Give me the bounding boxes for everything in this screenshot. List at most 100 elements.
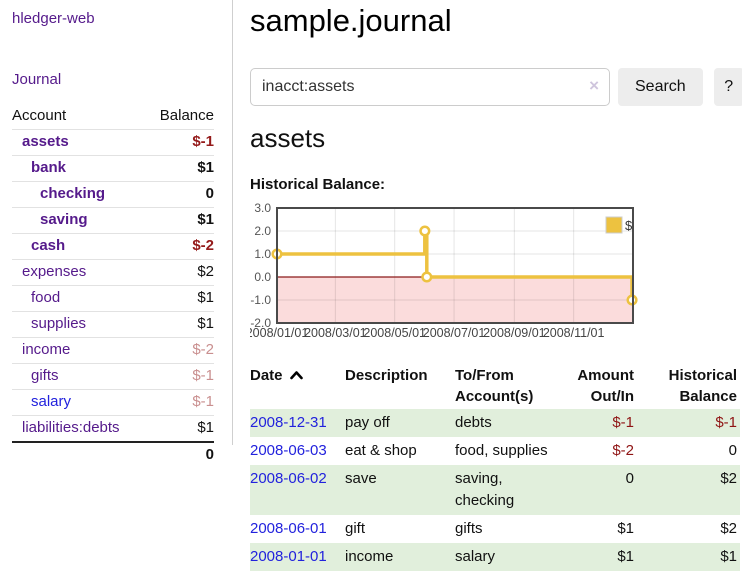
transaction-amount: $-2 bbox=[612, 442, 634, 459]
search-form: × Search ? bbox=[250, 68, 742, 106]
register-row: 2008-06-03 eat & shop food, supplies $-2 0 bbox=[250, 437, 740, 465]
register-column-date[interactable]: Date bbox=[250, 363, 345, 409]
sidebar-account-expenses: expenses $2 bbox=[12, 259, 214, 285]
transaction-balance: $2 bbox=[720, 520, 737, 537]
account-balance: $2 bbox=[197, 263, 214, 280]
account-link[interactable]: assets bbox=[22, 133, 69, 150]
transaction-date-link[interactable]: 2008-01-01 bbox=[250, 548, 327, 565]
sidebar-account-supplies: supplies $1 bbox=[12, 311, 214, 337]
account-link[interactable]: liabilities:debts bbox=[22, 419, 120, 436]
transaction-date-link[interactable]: 2008-12-31 bbox=[250, 414, 327, 431]
register-row: 2008-01-01 income salary $1 $1 bbox=[250, 543, 740, 571]
app-brand-link[interactable]: hledger-web bbox=[12, 10, 95, 27]
transaction-date-link[interactable]: 2008-06-03 bbox=[250, 442, 327, 459]
account-link[interactable]: cash bbox=[31, 237, 66, 254]
help-button[interactable]: ? bbox=[713, 68, 742, 106]
sidebar: hledger-web Journal Account Balance asse… bbox=[0, 0, 233, 463]
transaction-amount: $1 bbox=[617, 520, 634, 537]
chart-negative-region bbox=[277, 277, 633, 323]
register-header-row: Date Description To/From Account(s) Amount Ou… bbox=[250, 363, 740, 409]
column-label-line2: Balance bbox=[679, 388, 737, 405]
register-table: Date Description To/From Account(s) Amount Ou… bbox=[250, 363, 740, 571]
account-link[interactable]: income bbox=[22, 341, 71, 358]
register-column-description: Description bbox=[345, 363, 455, 409]
accounts-rows: assets $-1 bank $1 checking 0 saving $1 cash $-2 e… bbox=[12, 129, 214, 441]
transaction-accounts: salary bbox=[455, 548, 496, 565]
column-label: Date bbox=[250, 367, 283, 384]
account-heading: assets bbox=[250, 123, 326, 153]
page-title: sample.journal bbox=[250, 3, 452, 38]
account-link[interactable]: supplies bbox=[31, 315, 87, 332]
transaction-accounts: debts bbox=[455, 414, 492, 431]
account-balance: $-1 bbox=[192, 133, 214, 150]
main-content: sample.journal × Search ? assets Histori… bbox=[250, 0, 742, 582]
column-label-line2: Account(s) bbox=[455, 388, 534, 405]
register-column-tofrom: To/From Account(s) bbox=[455, 363, 567, 409]
sidebar-account-saving: saving $1 bbox=[12, 207, 214, 233]
transaction-description: pay off bbox=[345, 414, 390, 431]
search-input[interactable] bbox=[250, 68, 610, 106]
transaction-date-link[interactable]: 2008-06-01 bbox=[250, 520, 327, 537]
transaction-description: eat & shop bbox=[345, 442, 417, 459]
transaction-description: income bbox=[345, 548, 394, 565]
chart-x-tick-label: 2008/09/01 bbox=[483, 326, 546, 340]
sidebar-account-cash: cash $-2 bbox=[12, 233, 214, 259]
transaction-amount: 0 bbox=[625, 470, 634, 487]
chart-y-tick-label: 3.0 bbox=[254, 201, 271, 215]
transaction-balance: $2 bbox=[720, 470, 737, 487]
account-link[interactable]: gifts bbox=[31, 367, 59, 384]
accounts-table-header: Account Balance bbox=[12, 104, 214, 129]
accounts-column-account: Account bbox=[12, 107, 67, 124]
clear-search-icon[interactable]: × bbox=[589, 76, 599, 95]
accounts-table: Account Balance assets $-1 bank $1 checking 0… bbox=[12, 104, 214, 468]
transaction-description: save bbox=[345, 470, 377, 487]
account-link[interactable]: food bbox=[31, 289, 61, 306]
register-column-amount: Amount Out/In bbox=[567, 363, 642, 409]
transaction-amount: $1 bbox=[617, 548, 634, 565]
account-link[interactable]: expenses bbox=[22, 263, 87, 280]
chart-data-marker bbox=[419, 225, 431, 237]
transaction-amount: $-1 bbox=[612, 414, 634, 431]
account-balance: $-2 bbox=[192, 341, 214, 358]
account-balance: $-2 bbox=[192, 237, 214, 254]
account-balance: $1 bbox=[197, 159, 214, 176]
account-balance: $1 bbox=[197, 211, 214, 228]
account-link[interactable]: bank bbox=[31, 159, 67, 176]
transaction-date-link[interactable]: 2008-06-02 bbox=[250, 470, 327, 487]
account-link[interactable]: saving bbox=[40, 211, 88, 228]
column-label: Description bbox=[345, 367, 428, 384]
accounts-total-value: 0 bbox=[205, 446, 214, 463]
chart-y-tick-label: 2.0 bbox=[254, 224, 271, 238]
chart-border bbox=[276, 207, 634, 324]
register-row: 2008-12-31 pay off debts $-1 $-1 bbox=[250, 409, 740, 437]
accounts-total-row: 0 bbox=[12, 441, 214, 468]
register-column-historical: Historical Balance bbox=[642, 363, 740, 409]
transaction-accounts: saving, checking bbox=[455, 470, 515, 509]
account-balance: $1 bbox=[197, 289, 214, 306]
accounts-column-balance: Balance bbox=[159, 107, 214, 124]
chart-x-tick-label: 2008/05/01 bbox=[363, 326, 426, 340]
chart-legend-label: $ bbox=[625, 218, 633, 233]
account-link[interactable]: checking bbox=[40, 185, 106, 202]
transaction-accounts: gifts bbox=[455, 520, 483, 537]
search-button[interactable]: Search bbox=[618, 68, 703, 106]
transaction-description: gift bbox=[345, 520, 366, 537]
chart-x-tick-label: 2008/11/01 bbox=[543, 326, 605, 340]
account-balance: $-1 bbox=[192, 367, 214, 384]
register-row: 2008-06-02 save saving, checking 0 $2 bbox=[250, 465, 740, 515]
column-label-line2: Out/In bbox=[590, 388, 634, 405]
sidebar-item-journal[interactable]: Journal bbox=[12, 71, 62, 88]
column-label: Amount bbox=[577, 367, 634, 384]
sidebar-account-gifts: gifts $-1 bbox=[12, 363, 214, 389]
sort-ascending-icon bbox=[289, 371, 303, 380]
chart-title: Historical Balance: bbox=[250, 176, 386, 193]
transaction-balance: $-1 bbox=[715, 414, 737, 431]
chart-legend-swatch bbox=[605, 216, 623, 234]
account-link[interactable]: salary bbox=[31, 393, 72, 410]
transaction-balance: $1 bbox=[720, 548, 737, 565]
chart-x-tick-label: 2008/03/01 bbox=[304, 326, 367, 340]
sidebar-account-liabilities-debts: liabilities:debts $1 bbox=[12, 415, 214, 441]
account-balance: $1 bbox=[197, 315, 214, 332]
sidebar-account-salary: salary $-1 bbox=[12, 389, 214, 415]
sidebar-account-income: income $-2 bbox=[12, 337, 214, 363]
